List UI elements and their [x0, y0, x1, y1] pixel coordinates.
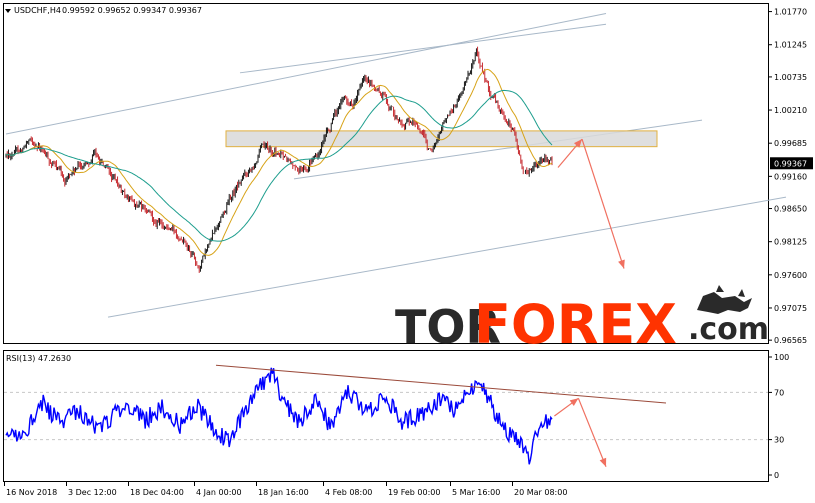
- current-price-tag: [770, 157, 813, 170]
- rsi-arrow-head-up: [569, 398, 579, 407]
- time-axis: 16 Nov 2018 3 Dec 12:00 18 Dec 04:00 4 Jan …: [4, 481, 567, 497]
- price-forecast-arrow: [557, 138, 625, 269]
- logo-text-forex: FOREX: [474, 293, 677, 356]
- price-arrow-head: [618, 259, 625, 269]
- price-tick-label-8: 0.97600: [774, 271, 807, 280]
- rsi-tick-label-3: 0: [774, 471, 779, 480]
- price-arrow-head-up: [573, 139, 582, 148]
- price-tick-label-4: 0.99685: [774, 139, 807, 148]
- price-tick-label-3: 1.00210: [774, 106, 807, 115]
- rsi-arrow-segment-2: [577, 398, 607, 467]
- price-panel-frame: [3, 3, 769, 344]
- symbol-header: USDCHF,H4 0.99592 0.99652 0.99347 0.9936…: [5, 6, 202, 15]
- time-tick-label-1: 3 Dec 12:00: [68, 488, 117, 497]
- price-tick-label-1: 1.01245: [774, 41, 807, 50]
- rsi-line: [5, 367, 553, 465]
- current-price-label: 0.99367: [774, 159, 807, 168]
- time-tick-label-0: 16 Nov 2018: [6, 488, 57, 497]
- price-tick-label-7: 0.98125: [774, 238, 807, 247]
- price-tick-label-5: 0.99160: [774, 172, 807, 181]
- rsi-tick-label-1: 70: [774, 388, 784, 397]
- rsi-trend-line: [215, 364, 667, 404]
- time-tick-label-7: 5 Mar 16:00: [452, 488, 500, 497]
- channel-line-4: [107, 196, 787, 318]
- time-tick-label-5: 4 Feb 08:00: [325, 488, 372, 497]
- channel-line-3: [293, 119, 703, 180]
- price-tick-label-0: 1.01770: [774, 8, 807, 17]
- rsi-arrow-head: [599, 457, 607, 467]
- logo-text-com: .com: [688, 312, 769, 347]
- time-tick-label-8: 20 Mar 08:00: [514, 488, 567, 497]
- rsi-axis: 100 70 30 0: [768, 353, 789, 480]
- price-arrow-segment-2: [581, 138, 625, 269]
- logo-text-tor: TOR: [395, 300, 501, 354]
- time-tick-label-4: 18 Jan 16:00: [258, 488, 309, 497]
- ohlc-quote: 0.99592 0.99652 0.99347 0.99367: [62, 6, 202, 15]
- moving-average-slow: [5, 89, 553, 242]
- price-tick-label-9: 0.97075: [774, 304, 807, 313]
- rsi-tick-label-0: 100: [774, 353, 789, 362]
- current-price-marker: 0.99367: [770, 157, 813, 170]
- moving-average-fast: [5, 68, 553, 256]
- time-tick-label-6: 19 Feb 00:00: [388, 488, 440, 497]
- channel-lines: [5, 12, 787, 318]
- price-tick-label-2: 1.00735: [774, 73, 807, 82]
- price-tick-label-10: 0.96565: [774, 336, 807, 345]
- bull-bear-icon: [697, 285, 752, 314]
- time-tick-label-2: 18 Dec 04:00: [130, 488, 184, 497]
- rsi-label: RSI(13) 47.2630: [6, 354, 71, 363]
- dropdown-triangle-icon[interactable]: [5, 9, 11, 13]
- symbol-label: USDCHF,H4: [14, 6, 61, 15]
- rsi-levels: [4, 391, 768, 441]
- rsi-forecast-arrow: [554, 397, 607, 467]
- price-axis: 1.01770 1.01245 1.00735 1.00210 0.99685 0.991…: [768, 8, 807, 345]
- rsi-tick-label-2: 30: [774, 436, 784, 445]
- price-tick-label-6: 0.98650: [774, 205, 807, 214]
- channel-line-2: [239, 23, 607, 74]
- torforex-logo: TOR FOREX .com: [395, 285, 769, 356]
- time-tick-label-3: 4 Jan 00:00: [196, 488, 242, 497]
- channel-line-1: [5, 12, 607, 135]
